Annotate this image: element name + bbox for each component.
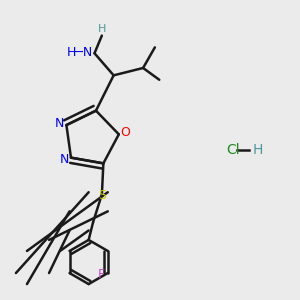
Text: Cl: Cl [226, 143, 240, 157]
Text: S: S [98, 189, 106, 202]
Text: N: N [55, 117, 64, 130]
Text: F: F [98, 268, 105, 281]
Text: H: H [98, 24, 106, 34]
Text: H─N: H─N [67, 46, 93, 59]
Text: O: O [120, 126, 130, 140]
Text: H: H [253, 143, 263, 157]
Text: N: N [60, 153, 69, 166]
